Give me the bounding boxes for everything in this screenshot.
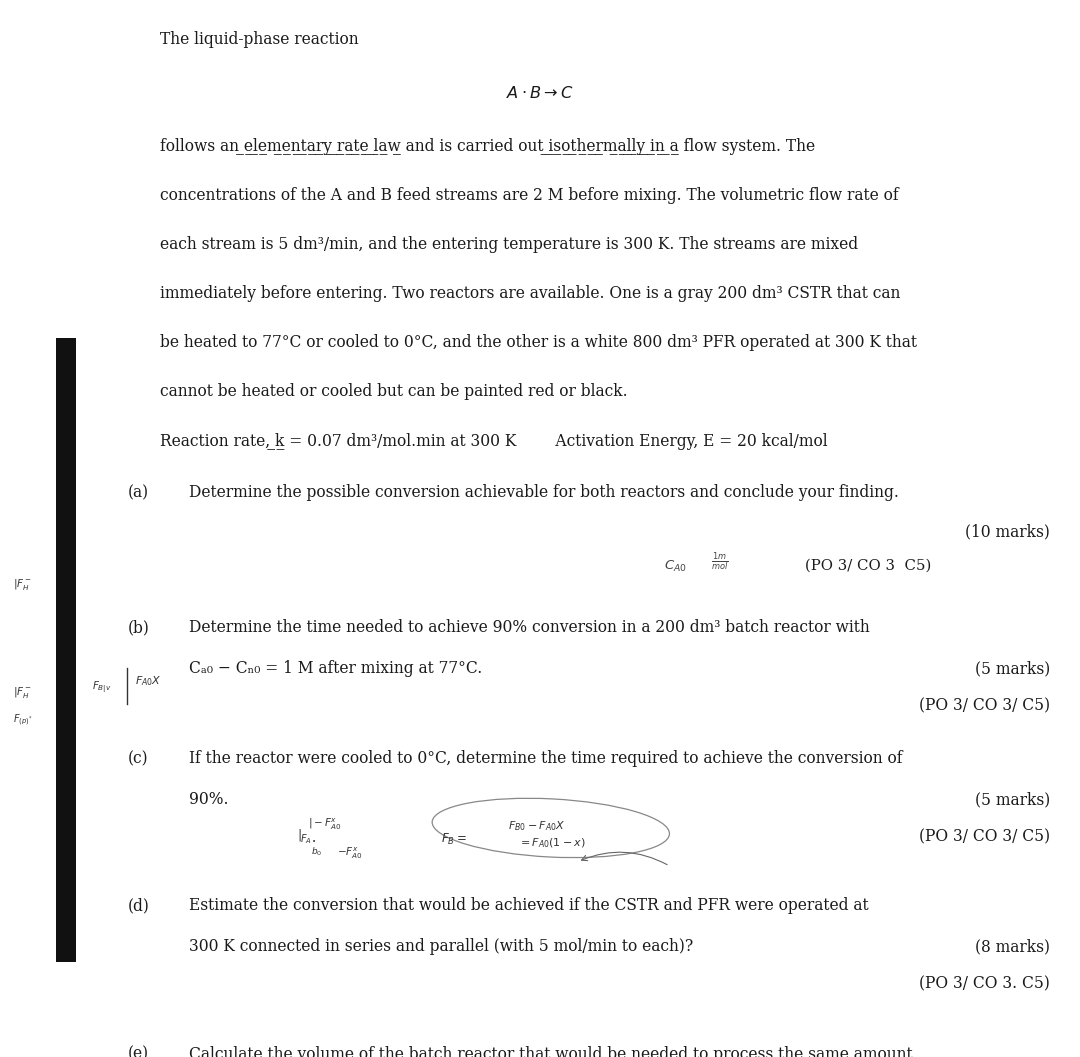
Text: If the reactor were cooled to 0°C, determine the time required to achieve the co: If the reactor were cooled to 0°C, deter… (189, 750, 903, 767)
Text: $|-F_{A0}^{x}$: $|-F_{A0}^{x}$ (308, 816, 341, 832)
Text: 300 K connected in series and parallel (with 5 mol/min to each)?: 300 K connected in series and parallel (… (189, 938, 693, 954)
Text: $\frac{1m}{mol}$: $\frac{1m}{mol}$ (711, 551, 728, 574)
Text: Determine the possible conversion achievable for both reactors and conclude your: Determine the possible conversion achiev… (189, 484, 899, 501)
Text: (5 marks): (5 marks) (974, 792, 1050, 809)
Text: (a): (a) (127, 484, 149, 501)
Text: (PO 3/ CO 3. C5): (PO 3/ CO 3. C5) (919, 976, 1050, 993)
Text: (PO 3/ CO 3/ C5): (PO 3/ CO 3/ C5) (919, 829, 1050, 846)
Text: $F_B =$: $F_B =$ (441, 832, 467, 848)
Text: (8 marks): (8 marks) (975, 938, 1050, 954)
Text: concentrations of the A and B feed streams are 2 M before mixing. The volumetric: concentrations of the A and B feed strea… (160, 187, 899, 204)
Text: (PO 3/ CO 3  C5): (PO 3/ CO 3 C5) (805, 558, 931, 573)
Text: each stream is 5 dm³/min, and the entering temperature is 300 K. The streams are: each stream is 5 dm³/min, and the enteri… (160, 236, 858, 253)
Text: $F_{A0}^{X}$: $F_{A0}^{X}$ (59, 569, 77, 586)
Text: $F_{A0}^{x}$: $F_{A0}^{x}$ (59, 679, 77, 694)
Text: The liquid-phase reaction: The liquid-phase reaction (160, 31, 359, 48)
Text: $F_{A0}X$: $F_{A0}X$ (135, 674, 162, 688)
Text: $F_{A0}^{*}$: $F_{A0}^{*}$ (59, 585, 76, 601)
Text: $C_{A0}$: $C_{A0}$ (664, 558, 687, 574)
Text: (5 marks): (5 marks) (974, 661, 1050, 678)
Text: $A \cdot B \rightarrow C$: $A \cdot B \rightarrow C$ (507, 86, 573, 103)
Text: immediately before entering. Two reactors are available. One is a gray 200 dm³ C: immediately before entering. Two reactor… (160, 285, 901, 302)
Text: Reaction rate, ̲k̲ = 0.07 dm³/mol.min at 300 K        Activation Energy, E = 20 : Reaction rate, ̲k̲ = 0.07 dm³/mol.min at… (160, 433, 827, 450)
FancyBboxPatch shape (56, 338, 76, 962)
Text: $= F_{A0}(1-x)$: $= F_{A0}(1-x)$ (518, 836, 586, 850)
Text: $F_{A\bullet}$: $F_{A\bullet}$ (300, 832, 316, 846)
Text: follows an ̲e̲l̲e̲m̲e̲n̲t̲a̲r̲y̲ ̲r̲a̲t̲e̲ ̲l̲a̲w̲ and is carried out ̲i̲s̲o̲t̲h: follows an ̲e̲l̲e̲m̲e̲n̲t̲a̲r̲y̲ ̲r̲a̲t̲… (160, 138, 815, 155)
Text: (10 marks): (10 marks) (964, 523, 1050, 540)
Text: (PO 3/ CO 3/ C5): (PO 3/ CO 3/ C5) (919, 698, 1050, 715)
Text: $|F_{H}^-$: $|F_{H}^-$ (13, 577, 32, 592)
Text: (b): (b) (127, 619, 149, 636)
Text: (d): (d) (127, 897, 149, 914)
Text: $|F_{H}^-$: $|F_{H}^-$ (13, 685, 32, 700)
Text: Cₐ₀ − Cₙ₀ = 1 M after mixing at 77°C.: Cₐ₀ − Cₙ₀ = 1 M after mixing at 77°C. (189, 661, 483, 678)
Text: (c): (c) (127, 750, 148, 767)
Text: $F_{B0} - F_{A0}X$: $F_{B0} - F_{A0}X$ (508, 819, 565, 833)
Text: $|$: $|$ (297, 827, 301, 842)
Text: Estimate the conversion that would be achieved if the CSTR and PFR were operated: Estimate the conversion that would be ac… (189, 897, 868, 914)
Text: 90%.: 90%. (189, 792, 229, 809)
Text: $b_0$: $b_0$ (311, 846, 322, 858)
Text: $F_{B|v}$: $F_{B|v}$ (92, 679, 111, 694)
Text: Determine the time needed to achieve 90% conversion in a 200 dm³ batch reactor w: Determine the time needed to achieve 90%… (189, 619, 869, 636)
Text: cannot be heated or cooled but can be painted red or black.: cannot be heated or cooled but can be pa… (160, 383, 627, 400)
Text: $F_{A0}^{x}$: $F_{A0}^{x}$ (59, 693, 76, 709)
Text: (e): (e) (127, 1045, 149, 1057)
Text: $F_{(p)^{*}}$: $F_{(p)^{*}}$ (13, 712, 32, 728)
Text: be heated to 77°C or cooled to 0°C, and the other is a white 800 dm³ PFR operate: be heated to 77°C or cooled to 0°C, and … (160, 334, 917, 351)
Text: Calculate the volume of the batch reactor that would be needed to process the sa: Calculate the volume of the batch reacto… (189, 1045, 913, 1057)
Text: $-F_{A0}^{x}$: $-F_{A0}^{x}$ (337, 846, 363, 861)
